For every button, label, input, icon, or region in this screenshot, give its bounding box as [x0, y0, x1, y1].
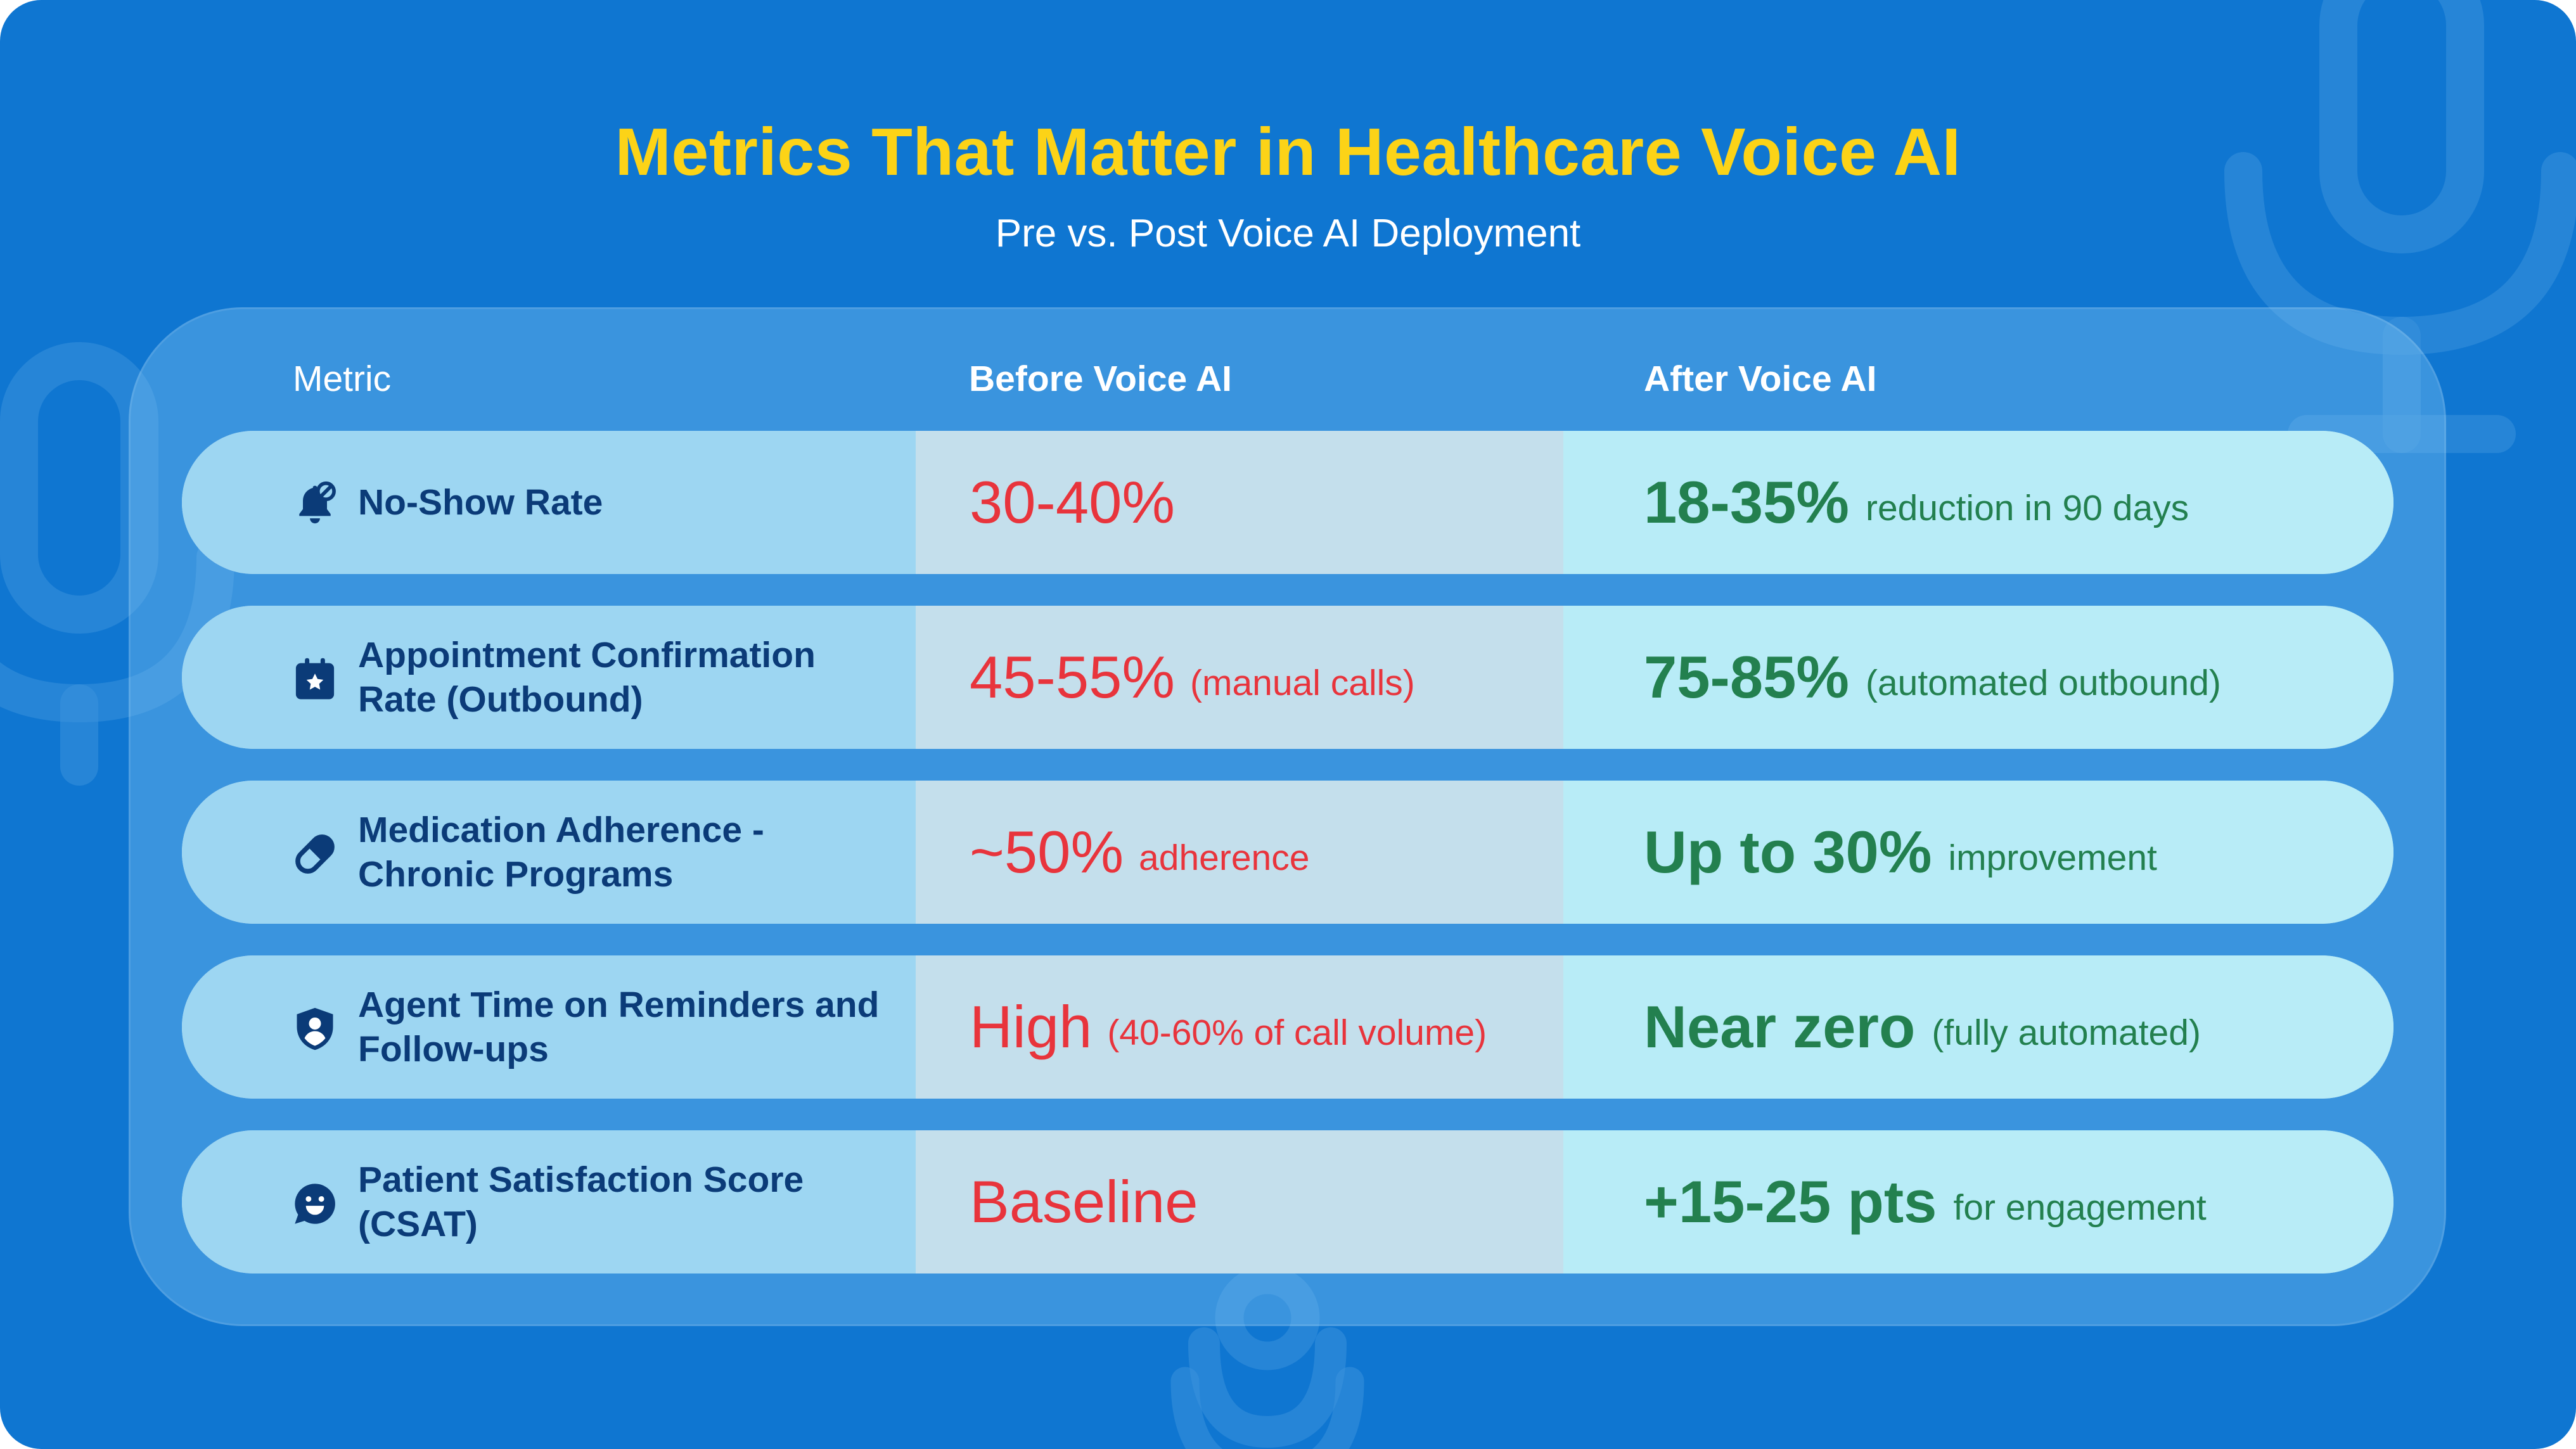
after-value: +15-25 pts — [1644, 1168, 1937, 1235]
after-cell — [1563, 606, 2393, 749]
before-value: Baseline — [970, 1168, 1198, 1235]
header-before: Before Voice AI — [969, 359, 1232, 399]
before-value: ~50% — [970, 819, 1124, 885]
table-row: Medication Adherence - Chronic Programs … — [182, 781, 2393, 924]
after-value: 75-85% — [1644, 644, 1849, 710]
header-after: After Voice AI — [1644, 359, 1877, 399]
after-value-group: +15-25 pts for engagement — [1644, 1130, 2207, 1273]
bell-icon — [299, 481, 336, 524]
before-value-group: High (40-60% of call volume) — [970, 955, 1487, 1099]
after-value: Up to 30% — [1644, 819, 1932, 885]
after-note: improvement — [1948, 838, 2157, 878]
after-cell — [1563, 431, 2393, 574]
after-value-group: 18-35% reduction in 90 days — [1644, 431, 2189, 574]
page-subtitle: Pre vs. Post Voice AI Deployment — [995, 212, 1581, 255]
before-value-group: Baseline — [970, 1130, 1214, 1273]
before-note: adherence — [1139, 838, 1310, 878]
after-cell — [1563, 1130, 2393, 1273]
header-metric: Metric — [293, 359, 392, 399]
after-value: Near zero — [1644, 993, 1916, 1060]
after-cell — [1563, 955, 2393, 1099]
metric-label: Medication Adherence - Chronic Programs — [358, 810, 764, 895]
before-cell — [916, 431, 1563, 574]
before-value: High — [970, 993, 1093, 1060]
before-value-group: ~50% adherence — [970, 781, 1309, 924]
calendar-star-icon — [295, 658, 335, 699]
table-row: Appointment Confirmation Rate (Outbound)… — [182, 606, 2393, 749]
before-value: 45-55% — [970, 644, 1175, 710]
after-note: reduction in 90 days — [1866, 488, 2189, 528]
smiley-chat-icon — [295, 1184, 335, 1224]
after-note: for engagement — [1953, 1187, 2207, 1228]
before-cell — [916, 1130, 1563, 1273]
after-note: (fully automated) — [1932, 1012, 2201, 1053]
page-title: Metrics That Matter in Healthcare Voice … — [615, 115, 1961, 189]
after-value: 18-35% — [1644, 469, 1849, 535]
table-row: Agent Time on Reminders and Follow-ups H… — [182, 955, 2393, 1099]
user-shield-icon — [297, 1007, 333, 1050]
table-row: Patient Satisfaction Score (CSAT) Baseli… — [182, 1130, 2393, 1273]
after-cell — [1563, 781, 2393, 924]
before-value-group: 45-55% (manual calls) — [970, 606, 1415, 749]
before-value-group: 30-40% — [970, 431, 1190, 574]
after-value-group: Up to 30% improvement — [1644, 781, 2157, 924]
after-note: (automated outbound) — [1866, 663, 2221, 703]
table-row: No-Show Rate 30-40% 18-35% reduction in … — [182, 431, 2393, 574]
after-value-group: Near zero (fully automated) — [1644, 955, 2201, 1099]
metric-label: Patient Satisfaction Score (CSAT) — [358, 1159, 804, 1244]
metric-label: Agent Time on Reminders and Follow-ups — [358, 985, 880, 1069]
metric-label: Appointment Confirmation Rate (Outbound) — [358, 635, 816, 720]
pill-icon — [295, 834, 335, 874]
after-value-group: 75-85% (automated outbound) — [1644, 606, 2221, 749]
metric-label: No-Show Rate — [358, 482, 603, 523]
before-value: 30-40% — [970, 469, 1175, 535]
before-cell — [916, 781, 1563, 924]
before-cell — [916, 606, 1563, 749]
before-note: (40-60% of call volume) — [1107, 1012, 1487, 1053]
before-note: (manual calls) — [1190, 663, 1415, 703]
before-cell — [916, 955, 1563, 1099]
